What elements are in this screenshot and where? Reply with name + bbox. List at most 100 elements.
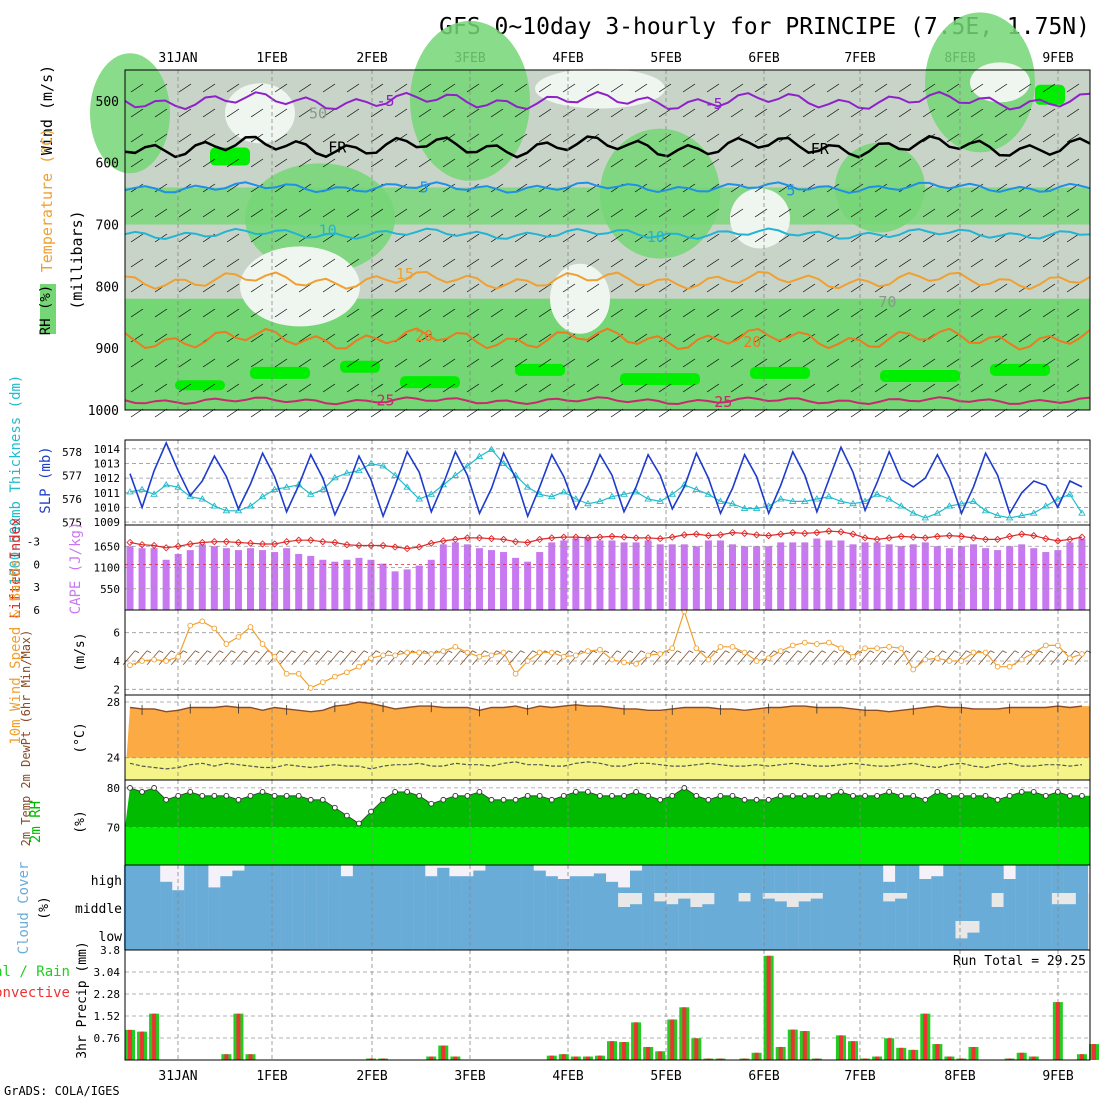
wind-barb (394, 308, 408, 318)
cloud-bar (280, 921, 293, 950)
wind-barb-flag (508, 650, 513, 654)
wind-barb (898, 108, 912, 118)
cloud-bar (340, 893, 353, 921)
wind-barb-flag (496, 650, 501, 654)
wind-barb (682, 333, 696, 343)
wind-barb (658, 133, 672, 143)
wind-barb (442, 258, 456, 268)
wind-barb (826, 308, 840, 318)
cape-bar (777, 542, 785, 610)
wind-barb (466, 158, 480, 168)
wind-barb (778, 83, 792, 93)
lifted-index-tick-label: 6 (33, 604, 40, 617)
wind-barb (202, 208, 216, 218)
wind-barb (418, 83, 432, 93)
cape-bar (680, 544, 688, 610)
cape-bar (945, 548, 953, 610)
millibars-axis-label: (millibars) (68, 210, 86, 309)
thickness-line-point (644, 495, 652, 502)
wind-barb (850, 358, 864, 368)
wind-barb (610, 208, 624, 218)
lifted-index-line-point (789, 528, 797, 537)
cape-bar (957, 546, 965, 610)
wind-barb (130, 333, 144, 343)
cloud-bar (834, 865, 848, 893)
wind-barb (898, 233, 912, 243)
panel-frame (124, 69, 1091, 411)
cloud-bar (630, 904, 643, 921)
wind-barb (274, 83, 288, 93)
cloud-bar (810, 898, 823, 921)
cloud-bar (991, 907, 1004, 921)
cloud-bar (184, 893, 197, 921)
wind-barb (346, 308, 360, 318)
wind-barb (274, 358, 288, 368)
wind-barb (466, 83, 480, 93)
wind-barb-flag (520, 650, 525, 654)
thickness-line-point (933, 509, 942, 516)
wind-barb (322, 208, 336, 218)
cloud-bar (642, 865, 655, 893)
cloud-bar (148, 865, 161, 893)
slp-tick-label: 1012 (94, 472, 121, 485)
lifted-index-line-point (487, 535, 496, 543)
lifted-index-line-point (692, 530, 700, 538)
wind-barb (182, 650, 196, 666)
wind-barb (490, 133, 504, 143)
wind-speed-line-point (464, 649, 471, 656)
wind-barb (1042, 358, 1056, 368)
wind-barb (394, 383, 408, 393)
thickness-line-point (475, 452, 484, 459)
wind-barb (322, 283, 336, 293)
wind-barb (610, 108, 624, 118)
precip-convective-bar (911, 1049, 916, 1060)
rh2m-line-point (898, 792, 905, 799)
wind-barb-flag (869, 650, 875, 654)
wind-barb (466, 258, 480, 268)
wind-barb (418, 283, 432, 293)
lifted-index-line-point (632, 534, 640, 542)
thickness-line-point (957, 499, 966, 507)
rh2m-line-point (259, 789, 266, 795)
wind-speed-line-point (717, 643, 724, 650)
wind-barb (226, 208, 240, 218)
wind-speed-line-point (512, 670, 519, 677)
cloud-bar (931, 921, 944, 950)
thickness-line-point (487, 445, 496, 452)
wind-barb (435, 650, 449, 666)
cape-bar (403, 569, 411, 610)
wind-barb (370, 283, 384, 293)
wind-speed-line-point (332, 673, 338, 680)
wind-barb (586, 258, 600, 268)
lifted-index-line-point (295, 536, 303, 544)
cloud-bar (160, 881, 173, 893)
wind-speed-line-point (548, 649, 555, 656)
wind-barb (1066, 83, 1080, 93)
cloud-bar (425, 921, 438, 950)
rh2m-line-point (729, 792, 736, 799)
cape-bar (548, 542, 556, 610)
wind-barb (898, 358, 912, 368)
rh2m-line-point (319, 796, 326, 803)
wind-barb (418, 108, 432, 118)
cloud-bar (196, 921, 209, 950)
cape-bar (1030, 548, 1038, 610)
wind-barb (370, 208, 384, 218)
cloud-bar (871, 921, 884, 950)
wind-barb (1018, 133, 1032, 143)
wind-speed-line-point (813, 641, 820, 647)
thickness-line-point (367, 459, 375, 467)
wind-barb (514, 208, 528, 218)
rh2m-line-point (801, 792, 808, 799)
rh2m-line-point (669, 792, 676, 799)
cloud-bar (135, 893, 149, 921)
cloud-bar (509, 893, 522, 921)
cloud-bar (762, 898, 775, 921)
wind-speed-line-point (344, 669, 350, 676)
wind-barb (158, 650, 172, 666)
wind-barb-flag (195, 650, 200, 654)
wind-barb (1018, 358, 1032, 368)
cape-bar (283, 548, 291, 610)
rh-dry-region (240, 246, 360, 327)
wind-barb-flag (1014, 650, 1019, 654)
